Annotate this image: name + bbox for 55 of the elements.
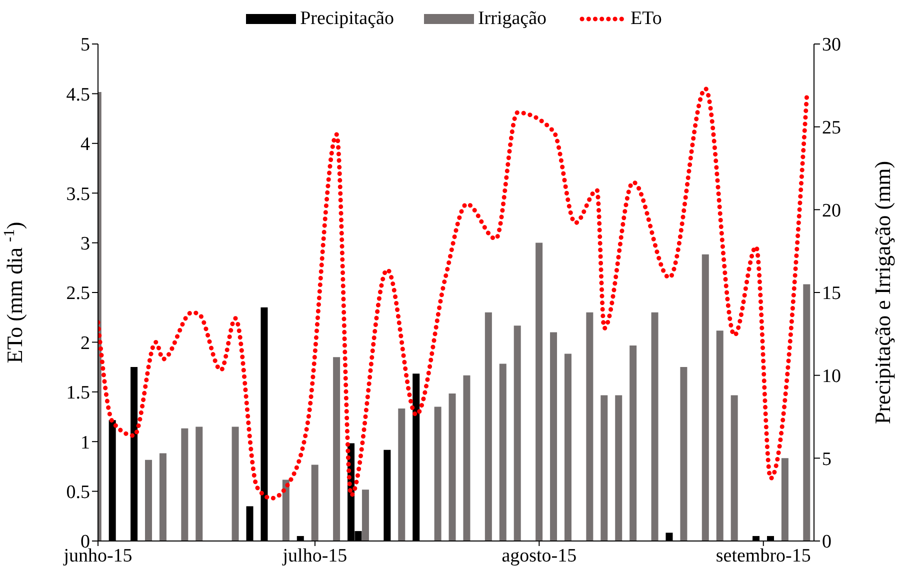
- y2-tick-label: 5: [822, 448, 832, 470]
- bar: [615, 395, 622, 541]
- y-tick-label: 4: [80, 134, 90, 156]
- y-tick-label: 2.5: [66, 283, 90, 304]
- bar: [514, 326, 521, 541]
- y-tick-label: 3.5: [66, 184, 90, 205]
- bar: [232, 426, 239, 541]
- x-tick-label: agosto-15: [502, 545, 577, 566]
- bar: [282, 480, 290, 541]
- legend-label: ETo: [630, 8, 662, 30]
- y-tick-label: 3: [80, 234, 90, 255]
- bar: [484, 312, 492, 541]
- y-tick-label: 1: [80, 432, 90, 454]
- bar: [311, 464, 318, 541]
- bar: [702, 254, 709, 541]
- bar: [680, 367, 688, 541]
- bar: [586, 312, 594, 541]
- y-tick-label: 2: [80, 332, 90, 354]
- bar: [181, 428, 188, 541]
- bar: [398, 408, 406, 541]
- bar: [159, 453, 166, 541]
- bar: [196, 426, 203, 541]
- bar: [434, 406, 442, 541]
- bar: [448, 394, 456, 541]
- y-tick-label: 0.5: [66, 482, 90, 504]
- y-tick-label: 4.5: [66, 84, 90, 106]
- y2-tick-label: 20: [822, 200, 841, 222]
- bar: [803, 284, 810, 541]
- bar: [499, 364, 506, 541]
- y-tick-label: 1.5: [66, 382, 90, 404]
- y2-tick-label: 15: [822, 283, 841, 304]
- line-series: [98, 86, 810, 501]
- bar: [362, 490, 369, 541]
- legend-label: Precipitação: [300, 8, 394, 30]
- x-tick-label: julho-15: [282, 545, 348, 566]
- x-tick-label: setembro-15: [716, 545, 811, 566]
- bar: [145, 460, 152, 541]
- bar: [630, 346, 637, 541]
- y2-axis-title: Precipitação e Irrigação (mm): [870, 160, 895, 424]
- y2-tick-label: 25: [822, 118, 841, 139]
- bar: [651, 312, 658, 541]
- bar: [716, 330, 724, 541]
- y-tick-label: 5: [80, 34, 90, 56]
- y2-tick-label: 30: [822, 34, 841, 56]
- legend-label: Irrigação: [478, 8, 547, 30]
- bar: [564, 354, 572, 541]
- bar: [333, 357, 340, 541]
- bar: [600, 395, 608, 541]
- bar: [550, 332, 558, 541]
- y2-tick-label: 0: [822, 532, 832, 553]
- y2-tick-label: 10: [822, 366, 841, 388]
- bar: [730, 395, 738, 541]
- bar: [781, 458, 788, 541]
- bar: [536, 242, 543, 541]
- bar: [463, 375, 470, 541]
